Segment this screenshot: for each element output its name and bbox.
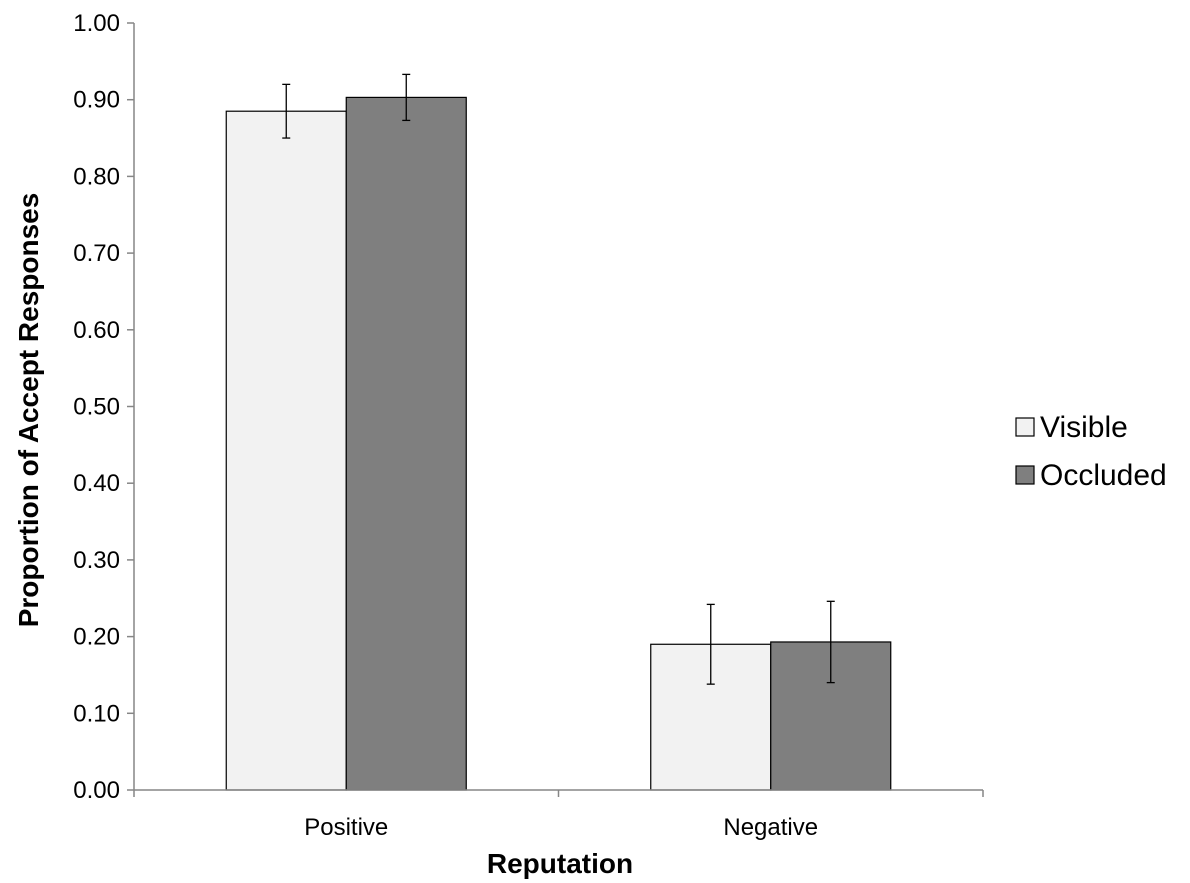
y-axis-ticks: 0.00 0.10 0.20 0.30 0.40 0.50 0.60 0.70 0.80 0.90… <box>73 10 134 804</box>
error-bar-occluded-positive <box>402 73 411 122</box>
y-tick-label: 0.40 <box>73 470 120 497</box>
y-tick-label: 0.20 <box>73 624 120 651</box>
error-bar-occluded-negative <box>826 600 835 684</box>
y-tick-label: 0.90 <box>73 87 120 114</box>
x-axis-category-labels: Positive Negative <box>304 814 818 841</box>
y-tick-label: 0.10 <box>73 700 120 727</box>
y-tick-label: 0.30 <box>73 547 120 574</box>
y-tick-label: 0.50 <box>73 394 120 421</box>
y-tick-label: 0.80 <box>73 163 120 190</box>
legend-label-visible: Visible <box>1040 411 1128 444</box>
y-tick-label: 0.60 <box>73 317 120 344</box>
x-axis-title: Reputation <box>487 848 633 879</box>
legend-label-occluded: Occluded <box>1040 459 1167 492</box>
error-bar-visible-positive <box>282 83 291 139</box>
legend: Visible Occluded <box>1015 411 1167 492</box>
category-label-positive: Positive <box>304 814 388 841</box>
y-tick-label: 0.70 <box>73 240 120 267</box>
x-axis-ticks <box>133 790 984 797</box>
y-tick-label: 0.00 <box>73 777 120 804</box>
bars-layer <box>225 96 892 791</box>
legend-swatch-visible <box>1015 417 1035 437</box>
category-label-negative: Negative <box>723 814 818 841</box>
error-bars-layer <box>282 73 835 685</box>
y-tick-label: 1.00 <box>73 10 120 37</box>
error-bar-visible-negative <box>706 603 715 685</box>
y-axis-title: Proportion of Accept Responses <box>13 193 44 628</box>
bar-occluded-positive <box>345 96 467 791</box>
bar-visible-positive <box>225 110 347 791</box>
legend-swatch-occluded <box>1015 465 1035 485</box>
